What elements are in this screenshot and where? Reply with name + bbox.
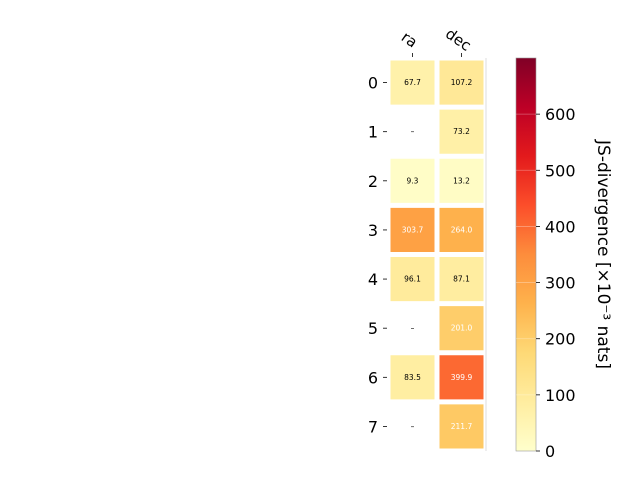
y-tick-label: 6 [368, 368, 378, 387]
heatmap-grid: 67.7 107.2 – 73.2 9.3 13.2 303.7 264.0 96.1 87.1 –… [368, 25, 487, 451]
cell-value-label: 107.2 [451, 78, 473, 87]
cell-value-label: – [411, 127, 415, 136]
heatmap-cell [390, 207, 435, 252]
heatmap-cell [390, 60, 435, 105]
y-tick-label: 3 [368, 221, 378, 240]
cell-value-label: 13.2 [453, 176, 470, 185]
heatmap-cell [390, 257, 435, 302]
cell-value-label: 87.1 [453, 275, 470, 284]
y-tick-label: 4 [368, 270, 378, 289]
heatmap-cell [390, 158, 435, 203]
colorbar-tick-label: 400 [545, 217, 576, 236]
heatmap-cell [439, 60, 484, 105]
colorbar-tick-label: 100 [545, 386, 576, 405]
colorbar-tick-label: 600 [545, 105, 576, 124]
y-tick-label: 2 [368, 172, 378, 191]
cell-value-label: – [411, 422, 415, 431]
cell-value-label: 264.0 [451, 225, 473, 234]
cell-value-label: 96.1 [404, 275, 421, 284]
colorbar-tick-label: 200 [545, 330, 576, 349]
colorbar-label: JS-divergence [×10⁻³ nats] [593, 139, 613, 369]
y-tick-label: 5 [368, 319, 378, 338]
cell-value-label: – [411, 324, 415, 333]
heatmap-cell [390, 355, 435, 400]
x-tick-label: dec [442, 25, 474, 55]
cell-value-label: 73.2 [453, 127, 470, 136]
cell-value-label: 303.7 [402, 225, 424, 234]
cell-value-label: 9.3 [407, 176, 419, 185]
colorbar: 0 100 200 300 400 500 600 JS-divergence [×10⁻³ … [515, 57, 613, 461]
heatmap-cell [439, 109, 484, 154]
x-tick-label: ra [398, 28, 421, 52]
heatmap-cell [439, 158, 484, 203]
cell-value-label: 201.0 [451, 324, 473, 333]
heatmap-cell [439, 355, 484, 400]
y-tick-label: 1 [368, 123, 378, 142]
heatmap-cell [439, 257, 484, 302]
colorbar-tick-label: 300 [545, 274, 576, 293]
heatmap-cell [439, 306, 484, 351]
heatmap-cell [439, 207, 484, 252]
cell-value-label: 211.7 [451, 422, 473, 431]
cell-value-label: 83.5 [404, 373, 421, 382]
colorbar-gradient [515, 57, 537, 452]
y-tick-label: 0 [368, 74, 378, 93]
colorbar-tick-label: 500 [545, 161, 576, 180]
colorbar-tick-label: 0 [545, 442, 555, 461]
cell-value-label: 67.7 [404, 78, 421, 87]
cell-value-label: 399.9 [451, 373, 473, 382]
y-tick-label: 7 [368, 417, 378, 436]
heatmap-cell [439, 404, 484, 449]
